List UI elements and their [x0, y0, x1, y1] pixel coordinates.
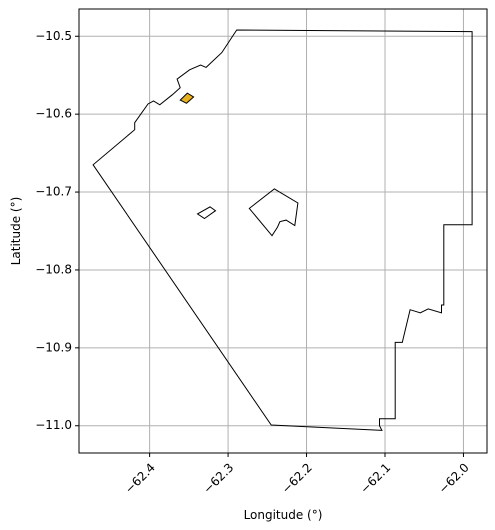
- plot-area-frame: [78, 8, 488, 454]
- outer-boundary: [92, 29, 473, 431]
- highlighted-parcel: [179, 92, 195, 104]
- polygon-layer: [92, 29, 473, 431]
- y-tick-label: −10.6: [35, 107, 72, 121]
- y-tick-label: −10.7: [35, 185, 72, 199]
- y-tick-label: −10.8: [35, 262, 72, 276]
- x-axis-label: Longitude (°): [244, 508, 323, 522]
- inner-hole-center: [248, 188, 299, 237]
- y-axis-ticks: −10.5 −10.6 −10.7 −10.8 −10.9 −11.0: [35, 29, 79, 432]
- y-axis-label: Latitude (°): [9, 197, 23, 266]
- inner-hole-west: [196, 206, 217, 220]
- y-tick-label: −10.5: [35, 29, 72, 43]
- y-tick-label: −11.0: [35, 418, 72, 432]
- grid-lines: [79, 9, 487, 453]
- y-tick-label: −10.9: [35, 340, 72, 354]
